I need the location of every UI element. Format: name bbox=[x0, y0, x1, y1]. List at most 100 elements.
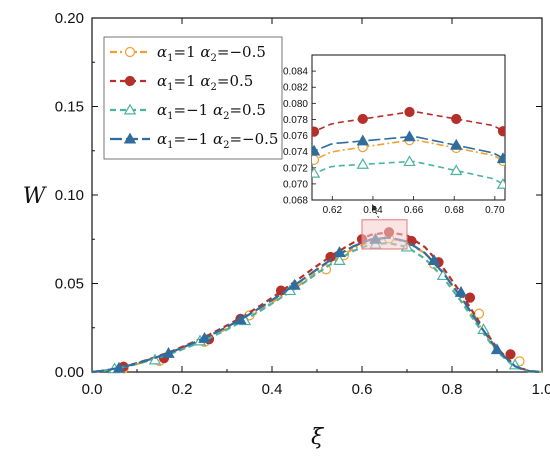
data-point bbox=[450, 138, 463, 150]
legend-label-part: =1 bbox=[174, 43, 201, 61]
data-point bbox=[356, 157, 369, 169]
inset-y-tick-label: 0.080 bbox=[283, 99, 308, 110]
inset-x-tick-label: 0.66 bbox=[404, 205, 424, 216]
legend-label: α1=1 α2=−0.5 bbox=[157, 43, 266, 64]
legend-label-part: α bbox=[200, 43, 210, 61]
legend-entry-3: α1=−1 α2=0.5 bbox=[110, 101, 266, 122]
data-point bbox=[198, 331, 211, 343]
inset-y-tick-label: 0.076 bbox=[283, 131, 308, 142]
inset-x-tick-label: 0.62 bbox=[323, 205, 343, 216]
legend-label: α1=−1 α2=−0.5 bbox=[157, 130, 278, 151]
data-point bbox=[464, 292, 476, 303]
legend-label-part: α bbox=[213, 130, 223, 148]
legend-label-part: 2 bbox=[211, 82, 217, 93]
series-2 bbox=[91, 227, 543, 374]
y-tick-label: 0.20 bbox=[55, 10, 84, 27]
y-tick-label: 0.05 bbox=[55, 276, 84, 293]
legend-label-part: α bbox=[157, 130, 167, 148]
data-point bbox=[450, 164, 463, 176]
inset-y-tick-label: 0.074 bbox=[283, 147, 308, 158]
legend-label-part: 2 bbox=[223, 111, 229, 122]
inset-series-line bbox=[312, 110, 505, 134]
series-3 bbox=[91, 237, 543, 374]
legend-label-part: =−0.5 bbox=[229, 130, 278, 148]
data-point bbox=[505, 349, 516, 360]
inset-series-4 bbox=[312, 130, 505, 164]
inset-y-tick-label: 0.070 bbox=[283, 179, 308, 190]
series-line bbox=[91, 241, 543, 374]
x-tick-label: 0.2 bbox=[172, 381, 193, 398]
data-point bbox=[496, 177, 505, 189]
data-point bbox=[451, 113, 462, 125]
legend-label-part: 2 bbox=[211, 53, 217, 64]
inset-y-tick-label: 0.084 bbox=[283, 67, 308, 78]
data-point bbox=[454, 285, 468, 297]
legend-entry-4: α1=−1 α2=−0.5 bbox=[110, 130, 278, 151]
legend-label-part: α bbox=[157, 72, 167, 90]
legend-label-part: α bbox=[213, 101, 223, 119]
data-point bbox=[162, 347, 175, 358]
x-axis-title: ξ bbox=[311, 425, 325, 450]
series-line bbox=[91, 237, 543, 374]
data-point bbox=[124, 75, 136, 87]
legend-entry-2: α1=1 α2=0.5 bbox=[110, 72, 253, 93]
legend-label-part: 1 bbox=[167, 140, 173, 151]
data-point bbox=[357, 113, 368, 125]
data-point bbox=[490, 343, 504, 355]
data-point bbox=[497, 126, 505, 137]
inset-series-3 bbox=[312, 155, 505, 189]
data-point bbox=[124, 46, 136, 58]
inset-y-tick-label: 0.082 bbox=[283, 83, 308, 94]
data-point bbox=[288, 278, 301, 290]
legend: α1=1 α2=−0.5α1=1 α2=0.5α1=−1 α2=0.5α1=−1… bbox=[103, 36, 283, 160]
legend-label-part: 1 bbox=[167, 111, 173, 122]
data-point bbox=[312, 166, 321, 178]
legend-entry-1: α1=1 α2=−0.5 bbox=[110, 43, 266, 64]
legend-label-part: =−0.5 bbox=[217, 43, 266, 61]
data-point bbox=[496, 152, 505, 164]
main-axes: 0.0 0.2 0.4 0.6 0.8 1.0 0.00 0.05 0.10 0.15 0.20 bbox=[55, 10, 550, 398]
zoom-box bbox=[361, 219, 408, 250]
inset-series-2 bbox=[312, 106, 505, 137]
legend-label: α1=−1 α2=0.5 bbox=[157, 101, 266, 122]
series-1 bbox=[91, 233, 543, 374]
legend-label-part: 2 bbox=[223, 140, 229, 151]
data-point bbox=[112, 361, 126, 373]
series-4 bbox=[91, 232, 543, 374]
zoom-arrow-head bbox=[372, 204, 378, 211]
zoom-region-marker bbox=[361, 203, 408, 250]
y-tick-label: 0.15 bbox=[55, 99, 84, 116]
inset-series-line bbox=[312, 160, 505, 187]
inset-x-tick-label: 0.70 bbox=[485, 205, 505, 216]
series-line bbox=[91, 236, 543, 374]
y-tick-label: 0.10 bbox=[55, 187, 84, 204]
inset-series bbox=[312, 106, 505, 189]
x-tick-label: 0.6 bbox=[352, 381, 373, 398]
legend-label-part: 1 bbox=[167, 53, 173, 64]
inset-y-tick-label: 0.068 bbox=[283, 196, 308, 207]
legend-label-part: =1 bbox=[174, 72, 201, 90]
data-point bbox=[275, 285, 287, 296]
data-point bbox=[123, 132, 137, 144]
data-point bbox=[356, 134, 369, 146]
data-point bbox=[312, 126, 320, 137]
data-point bbox=[473, 308, 485, 319]
data-point bbox=[403, 130, 416, 142]
data-point bbox=[404, 106, 415, 118]
data-point bbox=[312, 144, 321, 156]
legend-label-part: =−1 bbox=[174, 130, 213, 148]
data-point bbox=[403, 155, 416, 167]
data-point bbox=[312, 154, 320, 165]
x-tick-label: 0.0 bbox=[82, 381, 103, 398]
inset-frame bbox=[311, 54, 506, 201]
legend-label: α1=1 α2=0.5 bbox=[157, 72, 253, 93]
x-tick-label: 1.0 bbox=[532, 381, 550, 398]
zoom-arrow bbox=[371, 203, 379, 218]
inset-y-tick-label: 0.078 bbox=[283, 115, 308, 126]
data-point bbox=[123, 103, 137, 115]
legend-label-part: =0.5 bbox=[217, 72, 253, 90]
data-point bbox=[234, 313, 247, 325]
legend-label-part: 1 bbox=[167, 82, 173, 93]
inset-plot: 0.62 0.64 0.66 0.68 0.70 0.068 0.070 0.072 0.074… bbox=[283, 54, 506, 216]
